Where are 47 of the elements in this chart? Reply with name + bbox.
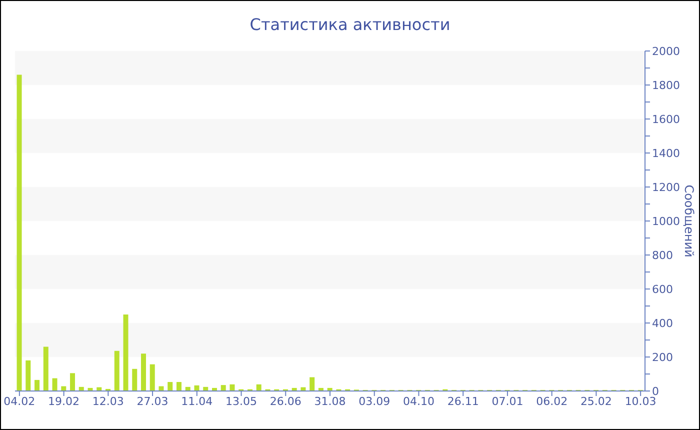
y-tick-label: 1800	[652, 78, 680, 92]
bar	[176, 382, 182, 391]
x-tick-label: 13.05	[226, 395, 258, 408]
x-tick-label: 27.03	[136, 395, 168, 408]
x-tick-label: 19.02	[48, 395, 80, 408]
x-tick-label: 11.04	[181, 395, 213, 408]
chart-title: Статистика активности	[248, 15, 452, 34]
bar	[43, 346, 48, 391]
bar	[132, 368, 138, 391]
bar	[310, 377, 315, 391]
x-tick-label: 12.03	[92, 395, 124, 408]
bar	[220, 385, 226, 391]
bar	[123, 314, 128, 391]
y-tick-label: 800	[652, 248, 673, 262]
x-tick-label: 04.10	[402, 395, 434, 408]
bar	[52, 378, 58, 391]
y-tick-label: 600	[652, 282, 673, 296]
y-tick-label: 1400	[652, 146, 680, 160]
bar	[256, 384, 262, 391]
x-tick-label: 04.02	[4, 395, 36, 408]
bar	[168, 382, 173, 391]
bar	[114, 350, 120, 391]
y-tick-label: 1600	[652, 112, 680, 126]
x-tick-label: 03.09	[358, 395, 390, 408]
bar	[26, 360, 31, 391]
bar	[16, 74, 22, 391]
bar	[141, 354, 146, 391]
y-tick-label: 200	[652, 350, 673, 364]
bar	[150, 364, 155, 391]
x-tick-label: 06.02	[536, 395, 568, 408]
y-tick-label: 0	[652, 384, 659, 398]
y-axis-title: Сообщений	[682, 184, 696, 258]
x-tick-label: 26.11	[447, 395, 479, 408]
y-tick-label: 1000	[652, 214, 680, 228]
x-tick-label: 31.08	[314, 395, 346, 408]
x-tick-label: 10.03	[624, 395, 656, 408]
bar	[70, 373, 76, 391]
bar	[230, 384, 235, 391]
y-tick-label: 2000	[652, 44, 680, 58]
x-tick-label: 07.01	[492, 395, 524, 408]
bar	[158, 386, 164, 391]
y-tick-label: 1200	[652, 180, 680, 194]
bar	[61, 386, 66, 391]
y-tick-label: 400	[652, 316, 673, 330]
x-tick-label: 25.02	[580, 395, 612, 408]
x-tick-label: 26.06	[270, 395, 302, 408]
bar	[34, 380, 40, 391]
